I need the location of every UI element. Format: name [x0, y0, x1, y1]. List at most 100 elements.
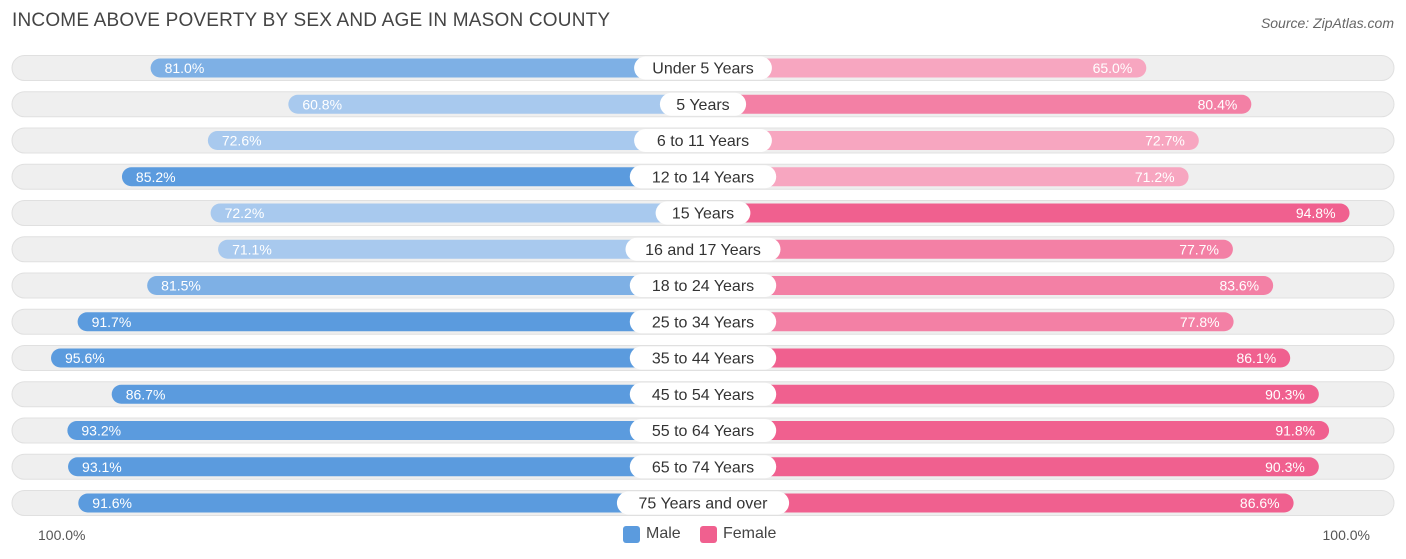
- bar-male: [210, 203, 703, 223]
- chart-row: 71.1% 77.7% 16 and 17 Years: [11, 236, 1395, 263]
- value-label-female: 77.8%: [1180, 314, 1220, 330]
- bar-female: [703, 348, 1291, 368]
- legend-swatch-male: [623, 525, 640, 543]
- bar-male: [147, 276, 704, 295]
- bar-male: [111, 384, 704, 404]
- bar-male: [121, 167, 704, 187]
- value-label-female: 91.8%: [1275, 423, 1315, 439]
- axis-right-label: 100.0%: [1322, 527, 1370, 543]
- bar-female: [703, 421, 1330, 440]
- category-label: 65 to 74 Years: [652, 459, 754, 476]
- chart-row: 86.7% 90.3% 45 to 54 Years: [11, 381, 1395, 408]
- value-label-female: 90.3%: [1265, 459, 1305, 475]
- bar-female: [703, 203, 1350, 223]
- bar-female: [703, 239, 1233, 259]
- chart-row: 81.0% 65.0% Under 5 Years: [11, 55, 1395, 81]
- category-label: 45 to 54 Years: [652, 387, 754, 404]
- value-label-male: 86.7%: [126, 386, 166, 402]
- category-label: 75 Years and over: [639, 496, 769, 513]
- bar-female: [703, 167, 1189, 187]
- value-label-male: 81.5%: [161, 278, 201, 294]
- chart-row: 93.1% 90.3% 65 to 74 Years: [11, 453, 1395, 480]
- value-label-female: 83.6%: [1219, 278, 1259, 294]
- value-label-male: 85.2%: [136, 169, 176, 185]
- chart-row: 72.6% 72.7% 6 to 11 Years: [11, 127, 1395, 154]
- chart-row: 91.7% 77.8% 25 to 34 Years: [11, 308, 1395, 335]
- bar-female: [703, 457, 1319, 477]
- category-pill: [659, 92, 747, 116]
- value-label-male: 91.6%: [92, 495, 132, 511]
- value-label-male: 71.1%: [232, 241, 272, 257]
- bar-female: [703, 312, 1234, 332]
- value-label-male: 91.7%: [92, 314, 132, 330]
- value-label-female: 77.7%: [1179, 241, 1219, 257]
- chart-title: INCOME ABOVE POVERTY BY SEX AND AGE IN M…: [12, 10, 611, 31]
- category-pill: [629, 346, 777, 370]
- legend-swatch-female: [700, 525, 717, 543]
- chart-row: 91.6% 86.6% 75 Years and over: [11, 490, 1395, 516]
- bar-male: [150, 58, 703, 78]
- bar-male: [207, 131, 704, 150]
- bar-female: [703, 384, 1319, 404]
- category-pill: [629, 310, 777, 334]
- value-label-male: 81.0%: [165, 60, 205, 76]
- value-label-female: 65.0%: [1093, 60, 1133, 76]
- category-pill: [629, 165, 777, 189]
- value-label-female: 86.1%: [1236, 350, 1276, 366]
- chart-row: 81.5% 83.6% 18 to 24 Years: [11, 272, 1395, 299]
- category-pill: [634, 56, 772, 80]
- value-label-male: 72.2%: [225, 205, 265, 221]
- chart-row: 60.8% 80.4% 5 Years: [11, 91, 1395, 118]
- chart-row: 93.2% 91.8% 55 to 64 Years: [11, 417, 1395, 444]
- category-pill: [629, 274, 777, 297]
- category-label: 16 and 17 Years: [645, 242, 761, 259]
- bar-female: [703, 276, 1274, 295]
- legend-label-male: Male: [646, 525, 681, 542]
- bar-female: [703, 58, 1147, 78]
- value-label-female: 86.6%: [1240, 495, 1280, 511]
- bar-male: [77, 312, 703, 332]
- category-label: 55 to 64 Years: [652, 423, 754, 440]
- category-label: 15 Years: [672, 206, 734, 223]
- category-pill: [629, 455, 777, 479]
- value-label-male: 93.2%: [81, 423, 121, 439]
- bar-male: [78, 493, 703, 513]
- value-label-male: 72.6%: [222, 133, 262, 149]
- chart-row: 72.2% 94.8% 15 Years: [11, 200, 1395, 226]
- category-label: Under 5 Years: [652, 61, 753, 78]
- category-pill: [634, 129, 772, 152]
- value-label-male: 93.1%: [82, 459, 122, 475]
- bar-male: [51, 348, 704, 368]
- category-pill: [625, 237, 781, 261]
- category-pill: [655, 201, 751, 225]
- legend-item-female: Female: [700, 525, 776, 543]
- chart-source: Source: ZipAtlas.com: [1260, 15, 1394, 31]
- bar-male: [218, 239, 703, 259]
- bar-male: [288, 94, 703, 114]
- category-label: 12 to 14 Years: [652, 169, 754, 186]
- category-label: 18 to 24 Years: [652, 278, 754, 295]
- bar-female: [703, 493, 1294, 513]
- category-label: 25 to 34 Years: [652, 314, 754, 331]
- value-label-female: 72.7%: [1145, 133, 1185, 149]
- value-label-female: 80.4%: [1198, 96, 1238, 112]
- bar-female: [703, 131, 1199, 150]
- bar-male: [67, 421, 704, 440]
- category-pill: [629, 382, 777, 406]
- value-label-male: 95.6%: [65, 350, 105, 366]
- legend: Male Female: [0, 523, 1406, 545]
- category-pill: [629, 419, 777, 442]
- chart-row: 95.6% 86.1% 35 to 44 Years: [11, 345, 1395, 371]
- legend-label-female: Female: [723, 525, 777, 542]
- category-label: 6 to 11 Years: [657, 133, 749, 150]
- category-pill: [616, 491, 790, 515]
- value-label-female: 94.8%: [1296, 205, 1336, 221]
- chart-row: 85.2% 71.2% 12 to 14 Years: [11, 163, 1395, 190]
- axis-left-label: 100.0%: [38, 527, 86, 543]
- value-label-female: 71.2%: [1135, 169, 1175, 185]
- bar-male: [68, 457, 704, 477]
- category-label: 35 to 44 Years: [652, 351, 754, 368]
- legend-item-male: Male: [623, 525, 681, 543]
